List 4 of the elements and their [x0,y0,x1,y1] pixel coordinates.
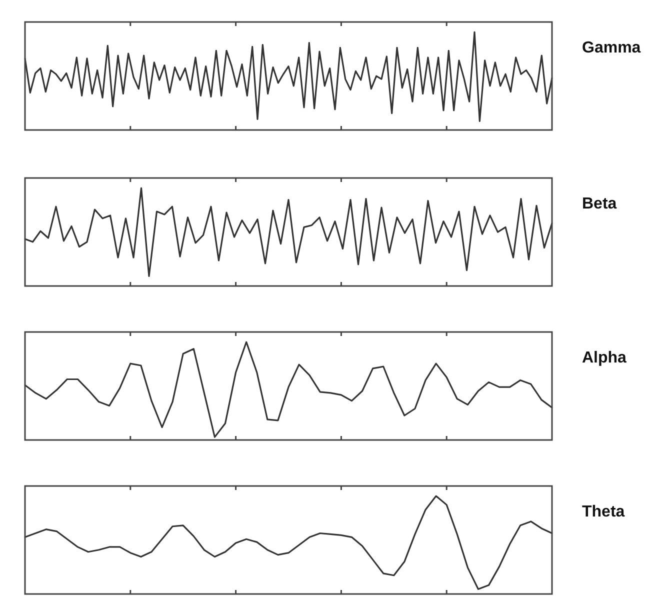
text: Alpha [582,349,627,366]
series-label: Beta [582,195,617,212]
text: Gamma [582,39,641,56]
text: Theta [582,503,625,520]
